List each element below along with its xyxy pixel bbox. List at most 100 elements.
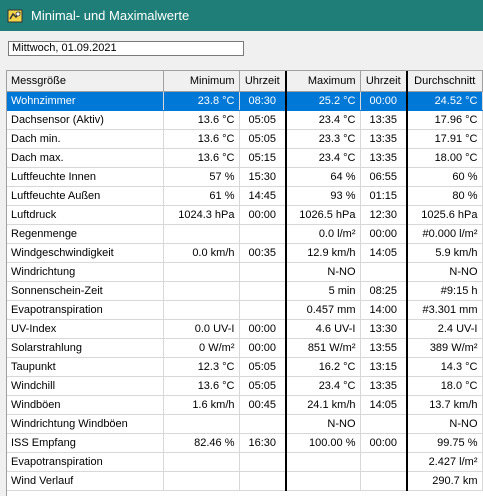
cell-max-time: 00:00: [360, 91, 408, 111]
cell-name: Solarstrahlung: [7, 338, 164, 358]
col-header-durchschnitt[interactable]: Durchschnitt: [407, 71, 483, 92]
table-row[interactable]: Wohnzimmer 23.8 °C 08:30 25.2 °C 00:00 24.52 …: [7, 91, 483, 111]
cell-maximum: 23.4 °C: [286, 376, 361, 396]
table-row[interactable]: Solarstrahlung 0 W/m² 00:00 851 W/m² 13:55 38…: [7, 338, 483, 358]
cell-max-time: 14:05: [360, 243, 408, 263]
cell-maximum: 0.457 mm: [286, 300, 361, 320]
cell-max-time: [360, 414, 408, 434]
cell-minimum: 57 %: [163, 167, 240, 187]
cell-max-time: [360, 262, 408, 282]
cell-min-time: 05:05: [239, 110, 287, 130]
title-bar: Minimal- und Maximalwerte: [0, 0, 483, 31]
col-header-max-time[interactable]: Uhrzeit: [360, 71, 408, 92]
table-row[interactable]: Windchill 13.6 °C 05:05 23.4 °C 13:35 18.0 °C: [7, 376, 483, 396]
table-row[interactable]: Taupunkt 12.3 °C 05:05 16.2 °C 13:15 14.3 °C: [7, 357, 483, 377]
cell-maximum: 4.6 UV-I: [286, 319, 361, 339]
cell-min-time: [239, 262, 287, 282]
cell-maximum: 5 min: [286, 281, 361, 301]
cell-average: 290.7 km: [407, 471, 483, 491]
cell-maximum: 23.4 °C: [286, 148, 361, 168]
cell-average: 17.96 °C: [407, 110, 483, 130]
cell-name: ISS Empfang: [7, 433, 164, 453]
table-row[interactable]: Windrichtung Windböen N-NO N-NO: [7, 414, 483, 434]
cell-min-time: 00:00: [239, 205, 287, 225]
table-row[interactable]: Wind Verlauf 290.7 km: [7, 471, 483, 491]
table-row[interactable]: Windrichtung N-NO N-NO: [7, 262, 483, 282]
cell-name: Wind Verlauf: [7, 471, 164, 491]
col-header-maximum[interactable]: Maximum: [286, 71, 361, 92]
col-header-minimum[interactable]: Minimum: [163, 71, 240, 92]
cell-minimum: 61 %: [163, 186, 240, 206]
cell-name: Sonnenschein-Zeit: [7, 281, 164, 301]
weather-app-icon: [7, 9, 23, 22]
table-row[interactable]: Windgeschwindigkeit 0.0 km/h 00:35 12.9 km/…: [7, 243, 483, 263]
cell-minimum: [163, 224, 240, 244]
cell-average: 13.7 km/h: [407, 395, 483, 415]
cell-minimum: 0.0 km/h: [163, 243, 240, 263]
cell-minimum: [163, 300, 240, 320]
cell-maximum: 1026.5 hPa: [286, 205, 361, 225]
col-header-messgroesse[interactable]: Messgröße: [7, 71, 164, 92]
cell-maximum: N-NO: [286, 414, 361, 434]
cell-name: Luftfeuchte Außen: [7, 186, 164, 206]
cell-average: 18.0 °C: [407, 376, 483, 396]
table-row[interactable]: Evapotranspiration 2.427 l/m²: [7, 452, 483, 472]
cell-maximum: 16.2 °C: [286, 357, 361, 377]
cell-min-time: 15:30: [239, 167, 287, 187]
cell-maximum: 851 W/m²: [286, 338, 361, 358]
cell-min-time: [239, 452, 287, 472]
cell-average: 80 %: [407, 186, 483, 206]
cell-name: Windrichtung: [7, 262, 164, 282]
table-row[interactable]: Regenmenge 0.0 l/m² 00:00 #0.000 l/m²: [7, 224, 483, 244]
cell-name: Windgeschwindigkeit: [7, 243, 164, 263]
cell-max-time: 00:00: [360, 433, 408, 453]
cell-average: #9:15 h: [407, 281, 483, 301]
cell-max-time: 13:35: [360, 148, 408, 168]
table-row[interactable]: ISS Empfang 82.46 % 16:30 100.00 % 00:00 99.7…: [7, 433, 483, 453]
cell-max-time: [360, 471, 408, 491]
cell-average: 2.4 UV-I: [407, 319, 483, 339]
table-row[interactable]: Luftfeuchte Außen 61 % 14:45 93 % 01:15 80 %: [7, 186, 483, 206]
cell-min-time: [239, 471, 287, 491]
cell-name: Windrichtung Windböen: [7, 414, 164, 434]
cell-max-time: 01:15: [360, 186, 408, 206]
cell-average: #0.000 l/m²: [407, 224, 483, 244]
cell-min-time: 00:45: [239, 395, 287, 415]
table-row[interactable]: Dachsensor (Aktiv) 13.6 °C 05:05 23.4 °C 13:…: [7, 110, 483, 130]
cell-maximum: 93 %: [286, 186, 361, 206]
cell-min-time: 00:00: [239, 319, 287, 339]
cell-max-time: 13:55: [360, 338, 408, 358]
table-row[interactable]: Dach max. 13.6 °C 05:15 23.4 °C 13:35 18.00 °…: [7, 148, 483, 168]
cell-minimum: [163, 281, 240, 301]
cell-max-time: 13:35: [360, 129, 408, 149]
header-row: Messgröße Minimum Uhrzeit Maximum Uhrzei…: [7, 71, 483, 92]
table-row[interactable]: Windböen 1.6 km/h 00:45 24.1 km/h 14:05 13.7 …: [7, 395, 483, 415]
table-row[interactable]: Luftdruck 1024.3 hPa 00:00 1026.5 hPa 12:30 1…: [7, 205, 483, 225]
values-grid[interactable]: Messgröße Minimum Uhrzeit Maximum Uhrzei…: [6, 70, 483, 496]
cell-min-time: 08:30: [239, 91, 287, 111]
cell-average: 389 W/m²: [407, 338, 483, 358]
cell-name: Dach max.: [7, 148, 164, 168]
cell-name: Windböen: [7, 395, 164, 415]
cell-average: 17.91 °C: [407, 129, 483, 149]
cell-min-time: 00:35: [239, 243, 287, 263]
cell-maximum: [286, 452, 361, 472]
cell-maximum: [286, 471, 361, 491]
cell-average: 2.427 l/m²: [407, 452, 483, 472]
cell-name: Wohnzimmer: [7, 91, 164, 111]
cell-max-time: 13:15: [360, 357, 408, 377]
table-row[interactable]: Sonnenschein-Zeit 5 min 08:25 #9:15 h: [7, 281, 483, 301]
date-field[interactable]: Mittwoch, 01.09.2021: [8, 41, 244, 56]
table-row[interactable]: Evapotranspiration 0.457 mm 14:00 #3.301 mm: [7, 300, 483, 320]
cell-minimum: [163, 262, 240, 282]
cell-name: Windchill: [7, 376, 164, 396]
cell-minimum: 1.6 km/h: [163, 395, 240, 415]
cell-max-time: 12:30: [360, 205, 408, 225]
cell-max-time: 14:05: [360, 395, 408, 415]
table-row[interactable]: UV-Index 0.0 UV-I 00:00 4.6 UV-I 13:30 2.4 UV…: [7, 319, 483, 339]
cell-average: N-NO: [407, 262, 483, 282]
cell-maximum: N-NO: [286, 262, 361, 282]
table-row[interactable]: Dach min. 13.6 °C 05:05 23.3 °C 13:35 17.91 °…: [7, 129, 483, 149]
col-header-min-time[interactable]: Uhrzeit: [239, 71, 287, 92]
table-row[interactable]: Luftfeuchte Innen 57 % 15:30 64 % 06:55 60 %: [7, 167, 483, 187]
